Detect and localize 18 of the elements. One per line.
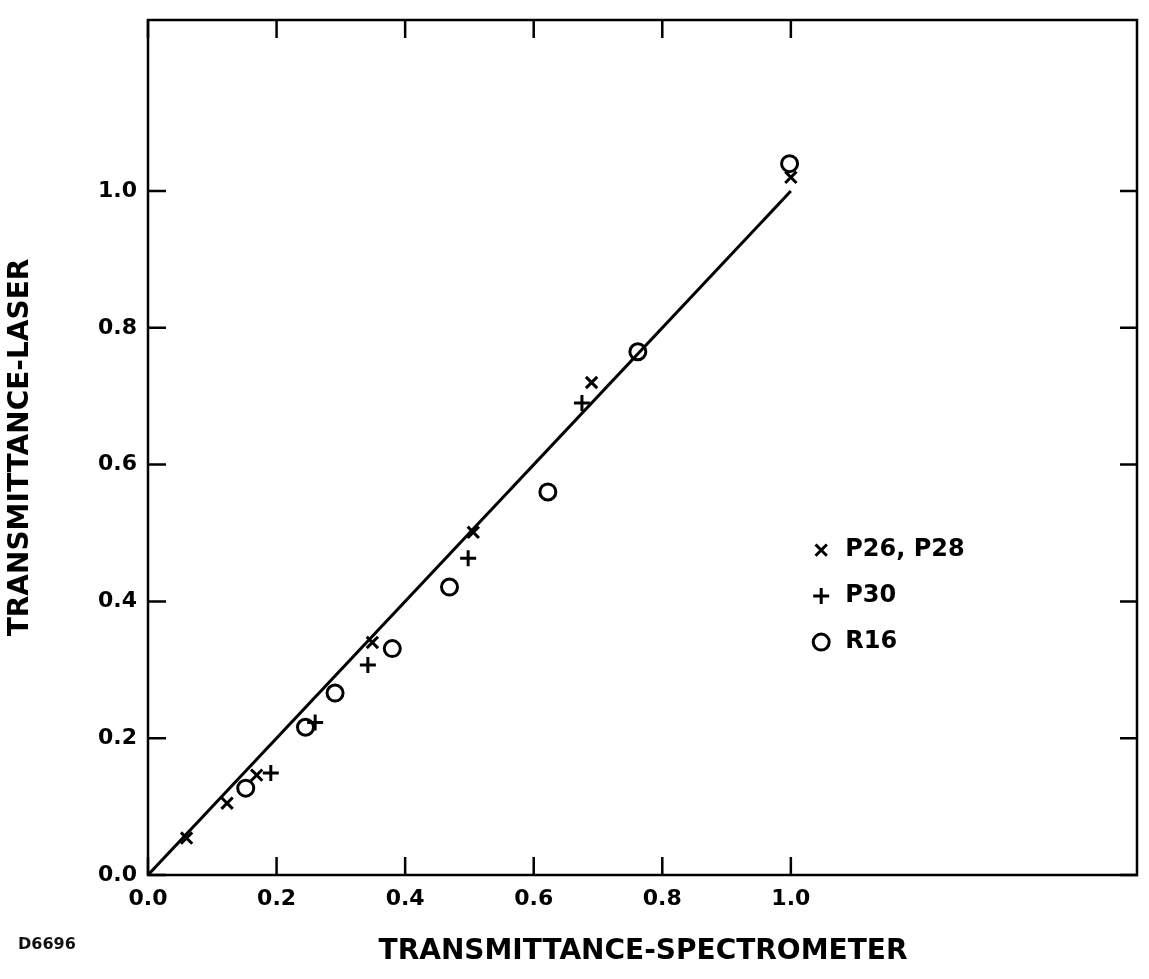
legend-label: P30 bbox=[845, 580, 897, 609]
x-tick-label: 0.8 bbox=[642, 884, 682, 910]
x-tick-label: 0.4 bbox=[385, 884, 425, 910]
x-tick-label: 0.2 bbox=[257, 884, 297, 910]
y-tick-label: 0.8 bbox=[98, 313, 137, 339]
legend-label: R16 bbox=[845, 626, 898, 655]
x-tick-label: 0.0 bbox=[128, 884, 168, 910]
legend-label: P26, P28 bbox=[845, 534, 965, 563]
y-tick-label: 0.0 bbox=[98, 860, 137, 886]
y-tick-label: 1.0 bbox=[98, 176, 137, 202]
text: D6696 bbox=[18, 934, 76, 953]
x-axis-title: TRANSMITTANCE-SPECTROMETER bbox=[378, 933, 908, 967]
y-tick-label: 0.6 bbox=[98, 450, 137, 476]
y-tick-label: 0.4 bbox=[98, 587, 137, 613]
y-axis-title: TRANSMITTANCE-LASER bbox=[2, 258, 36, 637]
x-tick-label: 1.0 bbox=[771, 884, 811, 910]
y-tick-label: 0.2 bbox=[98, 723, 137, 749]
x-tick-label: 0.6 bbox=[514, 884, 554, 910]
